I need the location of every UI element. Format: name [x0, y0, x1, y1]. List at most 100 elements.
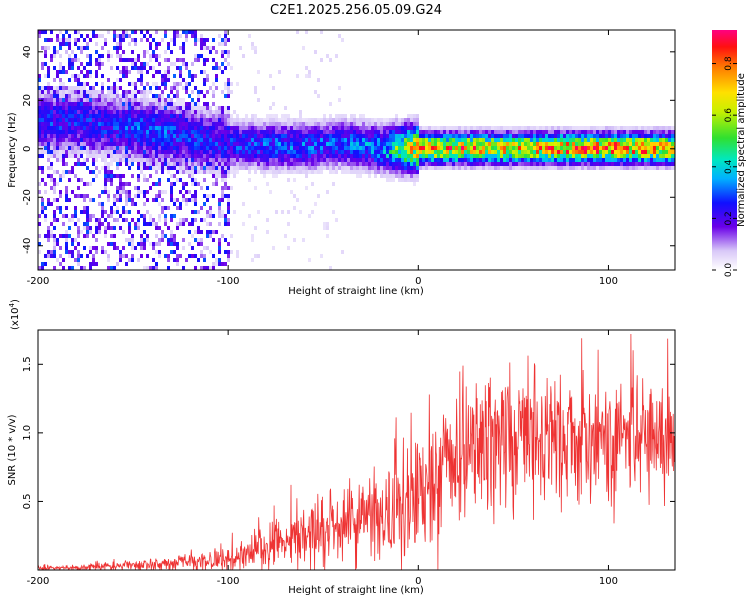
- heatmap-cell: [392, 134, 395, 138]
- heatmap-cell: [65, 138, 68, 142]
- heatmap-cell: [221, 174, 224, 178]
- heatmap-cell: [140, 138, 143, 142]
- heatmap-cell: [287, 158, 290, 162]
- heatmap-cell: [215, 174, 218, 178]
- heatmap-cell: [350, 154, 353, 158]
- heatmap-cell: [509, 150, 512, 154]
- heatmap-cell: [143, 162, 146, 166]
- heatmap-cell: [383, 126, 386, 130]
- heatmap-cell: [617, 130, 620, 134]
- heatmap-cell: [434, 154, 437, 158]
- heatmap-cell: [56, 98, 59, 102]
- heatmap-cell: [146, 210, 149, 214]
- heatmap-cell: [161, 94, 164, 98]
- heatmap-cell: [500, 138, 503, 142]
- heatmap-cell: [377, 142, 380, 146]
- heatmap-cell: [233, 210, 236, 214]
- heatmap-cell: [164, 254, 167, 258]
- heatmap-cell: [47, 250, 50, 254]
- heatmap-cell: [164, 118, 167, 122]
- heatmap-cell: [170, 150, 173, 154]
- heatmap-cell: [239, 126, 242, 130]
- heatmap-cell: [173, 42, 176, 46]
- heatmap-cell: [206, 162, 209, 166]
- heatmap-cell: [200, 110, 203, 114]
- heatmap-cell: [107, 150, 110, 154]
- heatmap-cell: [113, 82, 116, 86]
- heatmap-cell: [212, 158, 215, 162]
- heatmap-cell: [605, 138, 608, 142]
- heatmap-cell: [461, 146, 464, 150]
- heatmap-cell: [227, 38, 230, 42]
- heatmap-cell: [260, 118, 263, 122]
- heatmap-cell: [281, 134, 284, 138]
- heatmap-cell: [215, 50, 218, 54]
- heatmap-cell: [191, 118, 194, 122]
- heatmap-cell: [134, 98, 137, 102]
- heatmap-cell: [278, 162, 281, 166]
- heatmap-cell: [296, 126, 299, 130]
- heatmap-cell: [257, 142, 260, 146]
- heatmap-cell: [374, 122, 377, 126]
- heatmap-cell: [56, 34, 59, 38]
- heatmap-cell: [221, 178, 224, 182]
- heatmap-cell: [158, 134, 161, 138]
- heatmap-cell: [392, 170, 395, 174]
- heatmap-cell: [65, 98, 68, 102]
- heatmap-cell: [71, 98, 74, 102]
- heatmap-cell: [533, 134, 536, 138]
- heatmap-cell: [71, 254, 74, 258]
- heatmap-cell: [218, 242, 221, 246]
- heatmap-cell: [209, 162, 212, 166]
- heatmap-cell: [260, 134, 263, 138]
- heatmap-cell: [164, 82, 167, 86]
- heatmap-cell: [68, 106, 71, 110]
- heatmap-cell: [257, 166, 260, 170]
- heatmap-cell: [191, 130, 194, 134]
- heatmap-cell: [425, 130, 428, 134]
- heatmap-cell: [635, 154, 638, 158]
- heatmap-cell: [74, 130, 77, 134]
- heatmap-cell: [287, 166, 290, 170]
- heatmap-cell: [212, 142, 215, 146]
- heatmap-cell: [302, 238, 305, 242]
- heatmap-cell: [326, 150, 329, 154]
- heatmap-cell: [626, 150, 629, 154]
- heatmap-cell: [284, 134, 287, 138]
- heatmap-cell: [56, 198, 59, 202]
- heatmap-cell: [248, 166, 251, 170]
- heatmap-cell: [224, 94, 227, 98]
- heatmap-cell: [599, 166, 602, 170]
- heatmap-cell: [479, 146, 482, 150]
- heatmap-cell: [209, 134, 212, 138]
- heatmap-cell: [314, 150, 317, 154]
- heatmap-cell: [272, 142, 275, 146]
- heatmap-cell: [227, 166, 230, 170]
- heatmap-cell: [572, 166, 575, 170]
- heatmap-cell: [131, 50, 134, 54]
- heatmap-cell: [209, 250, 212, 254]
- heatmap-cell: [410, 174, 413, 178]
- heatmap-cell: [425, 134, 428, 138]
- heatmap-cell: [611, 130, 614, 134]
- heatmap-cell: [188, 150, 191, 154]
- heatmap-cell: [230, 130, 233, 134]
- heatmap-cell: [359, 126, 362, 130]
- heatmap-cell: [353, 114, 356, 118]
- heatmap-cell: [128, 138, 131, 142]
- heatmap-cell: [524, 150, 527, 154]
- heatmap-cell: [668, 138, 671, 142]
- heatmap-cell: [38, 78, 41, 82]
- heatmap-cell: [152, 102, 155, 106]
- heatmap-cell: [155, 242, 158, 246]
- heatmap-cell: [482, 138, 485, 142]
- heatmap-cell: [110, 242, 113, 246]
- heatmap-cell: [290, 154, 293, 158]
- heatmap-cell: [326, 118, 329, 122]
- heatmap-cell: [53, 50, 56, 54]
- heatmap-cell: [188, 222, 191, 226]
- heatmap-cell: [461, 158, 464, 162]
- heatmap-cell: [653, 150, 656, 154]
- heatmap-cell: [314, 166, 317, 170]
- heatmap-cell: [176, 98, 179, 102]
